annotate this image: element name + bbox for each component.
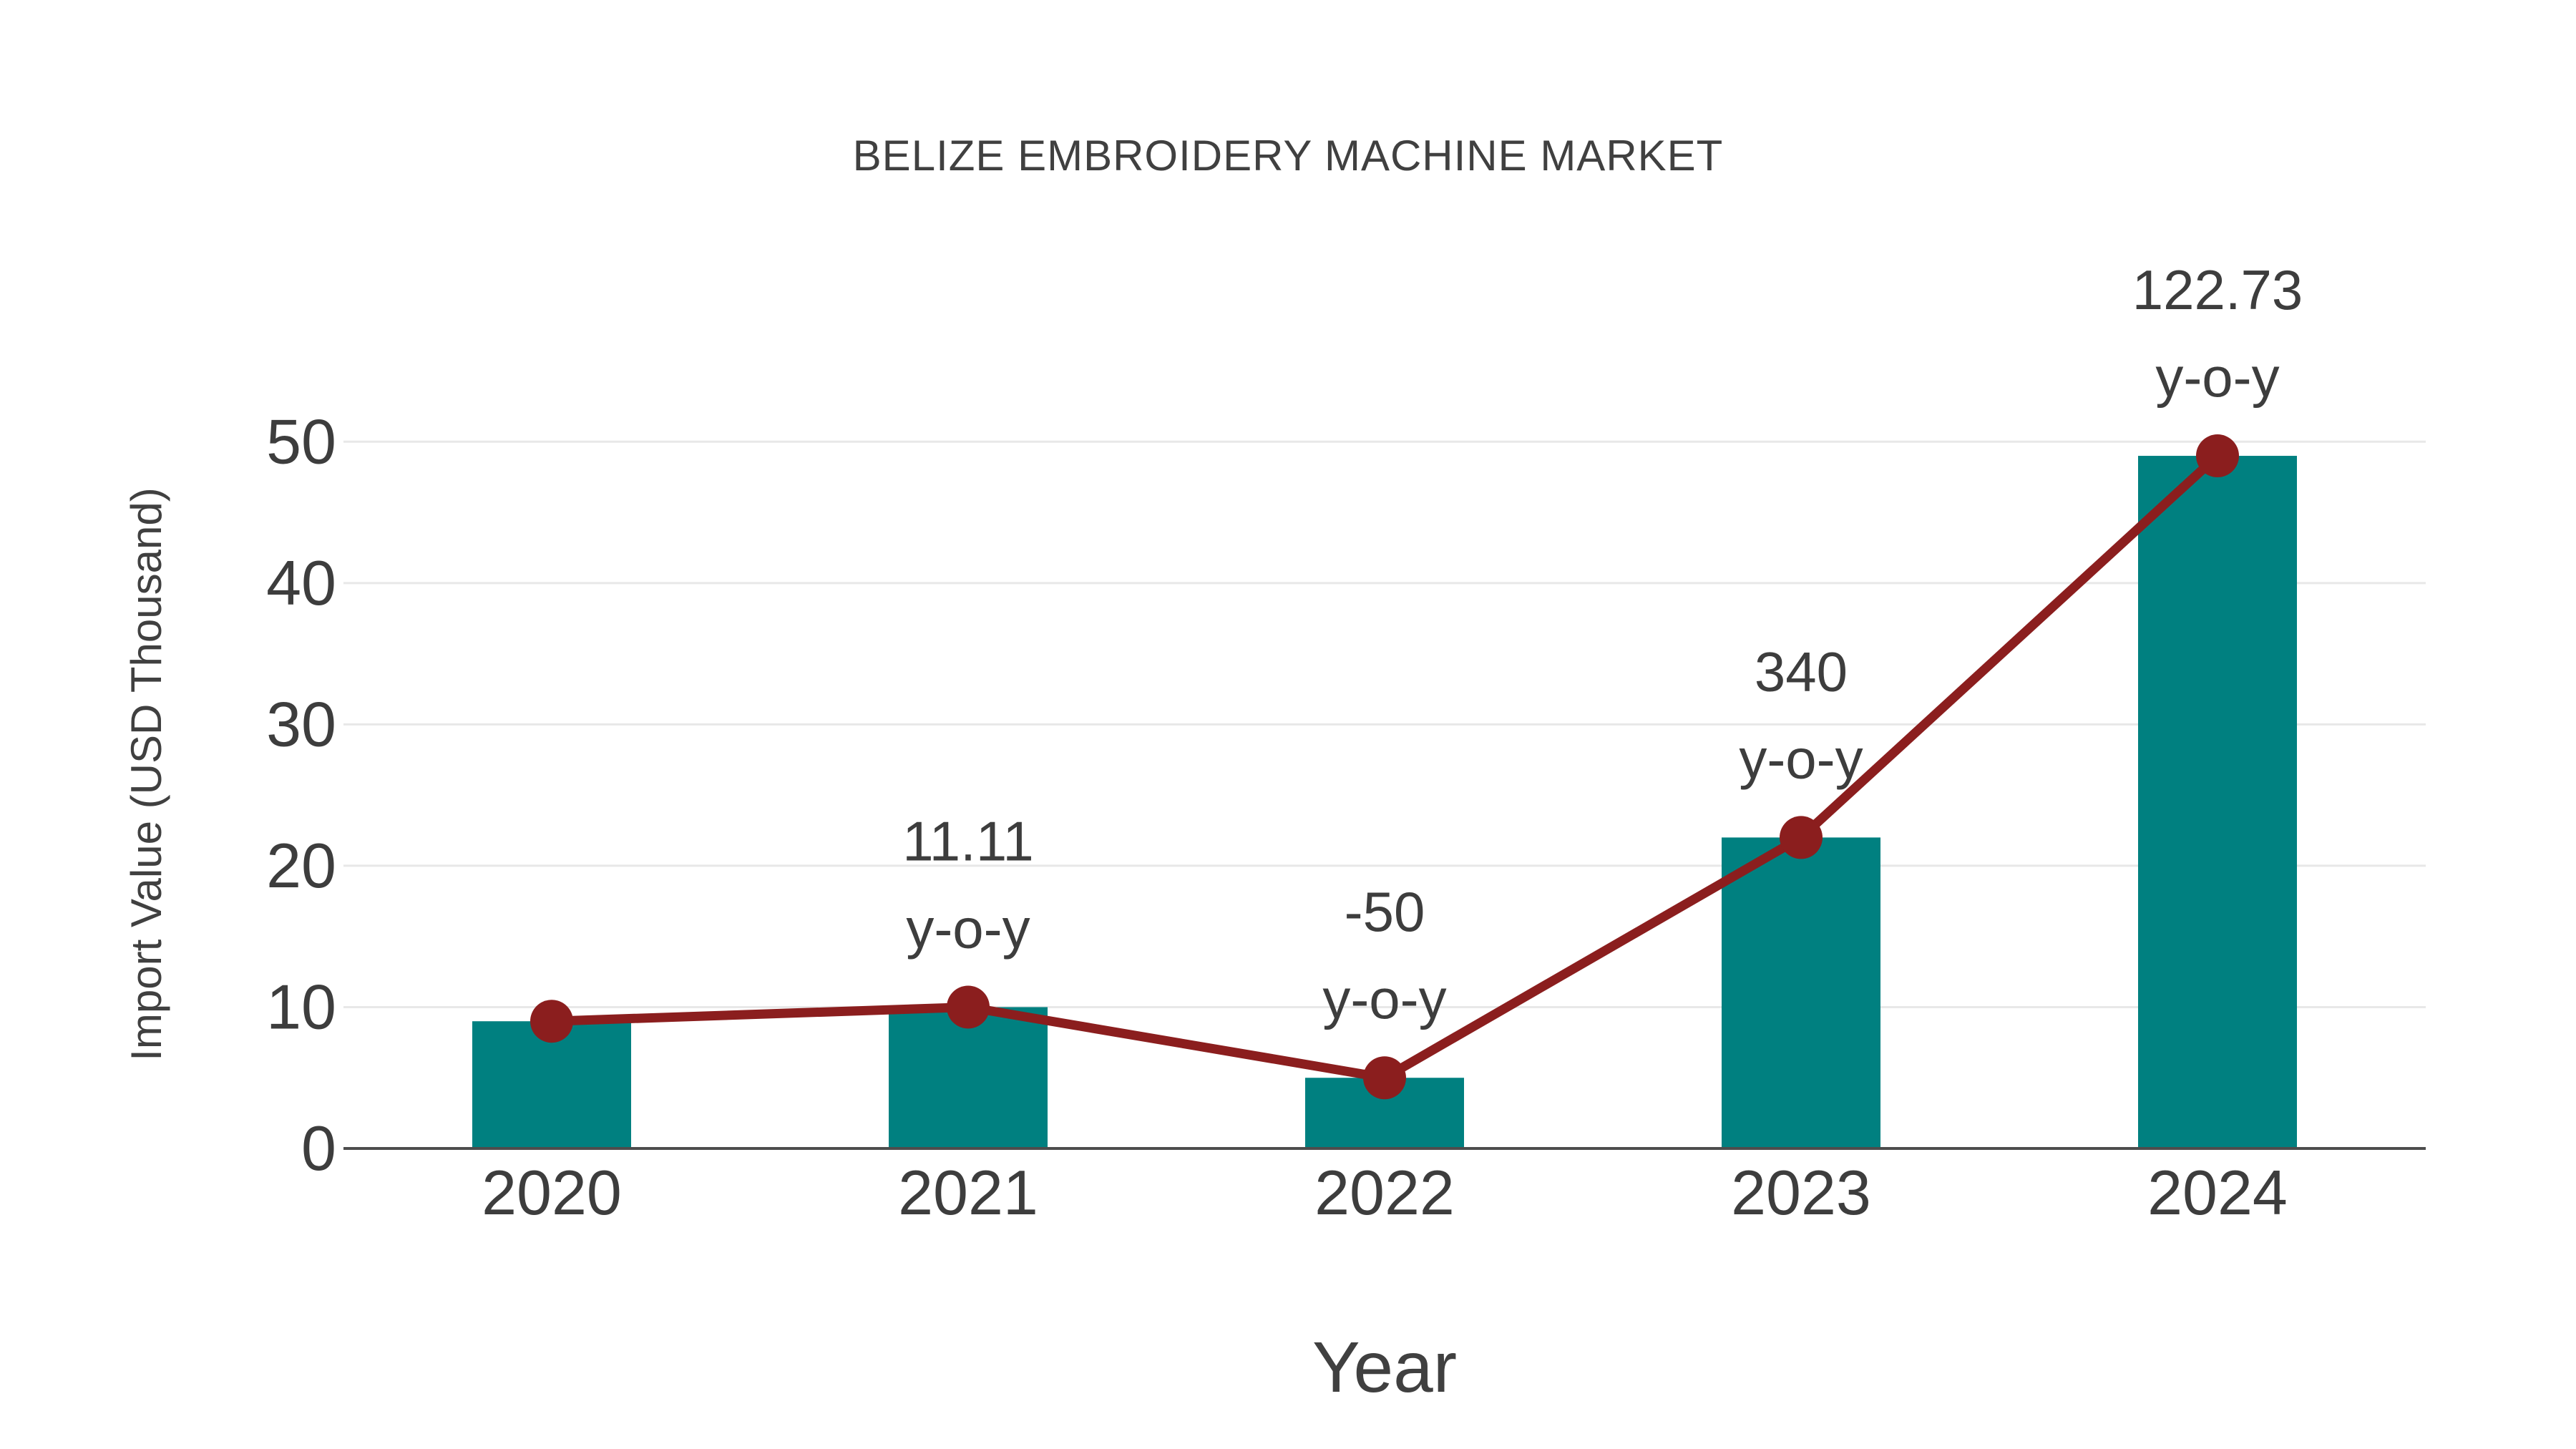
data-point-marker-2024 xyxy=(2196,434,2239,478)
annotations: 11.11 y-o-y -50 y-o-y 340 y-o-y 122.73 y-o-y xyxy=(902,258,2303,1030)
annotation-label: y-o-y xyxy=(906,897,1030,960)
data-point-marker-2021 xyxy=(947,985,990,1029)
bar-2024 xyxy=(2138,456,2297,1148)
y-tick-label: 30 xyxy=(266,688,336,759)
data-point-marker-2020 xyxy=(530,1000,573,1043)
y-tick-label: 40 xyxy=(266,547,336,618)
bar-series xyxy=(472,456,2297,1148)
y-tick-label: 50 xyxy=(266,406,336,477)
data-point-marker-2022 xyxy=(1363,1056,1406,1100)
axis-ticks: 0 10 20 30 40 50 2020 2021 2022 2023 2024 xyxy=(266,406,2288,1228)
annotation-value: 122.73 xyxy=(2132,258,2303,321)
annotation-value: 11.11 xyxy=(902,809,1034,872)
chart-title: BELIZE EMBROIDERY MACHINE MARKET xyxy=(853,132,1724,180)
x-tick-label: 2024 xyxy=(2147,1157,2288,1228)
x-tick-label: 2021 xyxy=(898,1157,1038,1228)
x-tick-label: 2023 xyxy=(1731,1157,1871,1228)
bar-2021 xyxy=(889,1007,1048,1148)
x-tick-label: 2022 xyxy=(1314,1157,1455,1228)
annotation-label: y-o-y xyxy=(1322,967,1446,1030)
data-point-marker-2023 xyxy=(1780,816,1823,859)
bar-2023 xyxy=(1722,837,1880,1148)
x-axis-title: Year xyxy=(1312,1327,1457,1407)
x-tick-label: 2020 xyxy=(482,1157,622,1228)
y-tick-label: 20 xyxy=(266,830,336,901)
annotation-label: y-o-y xyxy=(1739,727,1863,790)
annotation-label: y-o-y xyxy=(2155,346,2279,409)
y-axis-title: Import Value (USD Thousand) xyxy=(122,487,170,1060)
annotation-value: -50 xyxy=(1345,880,1425,943)
line-series xyxy=(530,434,2239,1100)
y-tick-label: 10 xyxy=(266,971,336,1042)
annotation-value: 340 xyxy=(1755,640,1848,703)
y-tick-label: 0 xyxy=(301,1113,336,1184)
